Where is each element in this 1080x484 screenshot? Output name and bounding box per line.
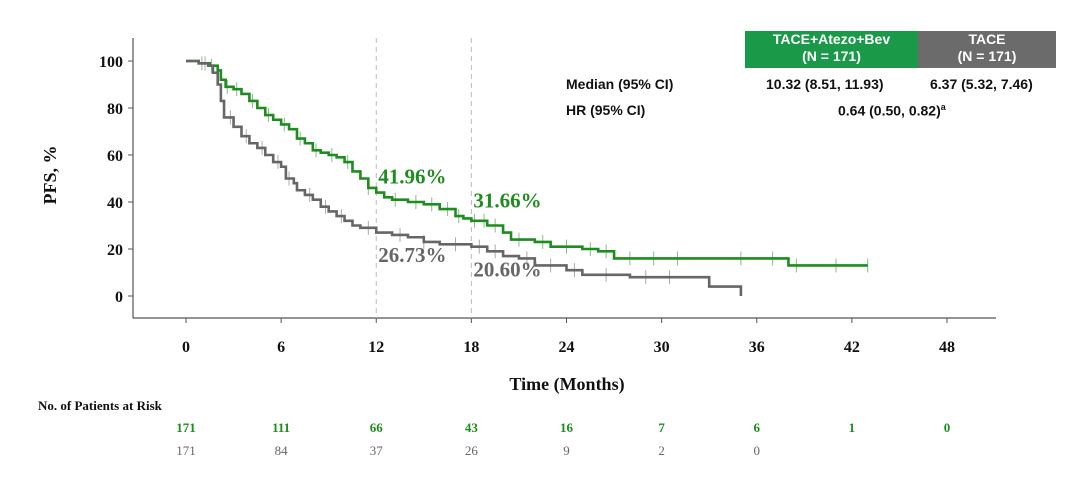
x-tick-label: 42 [844,339,860,356]
risk-treatment-cell: 0 [944,420,951,435]
legend-control-n: (N = 171) [957,48,1017,64]
x-tick-label: 36 [749,339,765,356]
risk-treatment-cell: 6 [754,420,761,435]
risk-control-cell: 171 [176,443,196,458]
annotation-control: 26.73% [378,243,446,267]
percent-annotations: 41.96% 31.66% 26.73% 20.60% [378,164,541,281]
reference-lines [375,38,472,318]
y-tick-label: 20 [107,242,123,259]
legend-control-name: TACE [968,31,1006,47]
x-tick-label: 30 [654,339,670,356]
median-label: Median (95% CI) [566,76,674,92]
annotation-treatment: 41.96% [378,164,446,188]
risk-table-title: No. of Patients at Risk [38,398,163,413]
x-tick-label: 0 [182,339,190,356]
x-axis-title: Time (Months) [509,374,624,395]
treatment-curve [186,59,868,267]
risk-treatment-cell: 111 [272,420,290,435]
legend-treatment-n: (N = 171) [802,48,861,64]
risk-treatment-cell: 66 [370,420,384,435]
y-tick-label: 60 [107,148,123,165]
annotation-treatment: 31.66% [473,189,541,213]
risk-treatment-cell: 43 [465,420,479,435]
legend-treatment-name: TACE+Atezo+Bev [772,31,891,47]
median-treatment: 10.32 (8.51, 11.93) [766,76,884,92]
risk-table: 171 111 66 43 16 7 6 1 0 171 84 37 26 9 2 0 [176,420,950,458]
x-tick-label: 6 [277,339,285,356]
hr-value: 0.64 (0.50, 0.82)a [838,102,946,119]
risk-control-cell: 37 [370,443,384,458]
risk-control-cell: 0 [754,443,761,458]
x-tick-label: 24 [559,339,575,356]
y-axis-title: PFS, % [40,145,60,204]
risk-control-cell: 9 [563,443,570,458]
risk-treatment-cell: 1 [849,420,856,435]
risk-treatment-cell: 7 [658,420,665,435]
y-tick-label: 0 [115,289,123,306]
hr-label: HR (95% CI) [566,102,646,118]
x-tick-label: 18 [463,339,479,356]
legend-header-control: TACE (N = 171) [918,31,1056,68]
y-tick-label: 100 [99,54,123,71]
x-tick-label: 12 [368,339,384,356]
tick-labels: 0 20 40 60 80 100 0 6 12 18 24 30 36 42 48 [99,54,955,356]
hr-value-text: 0.64 (0.50, 0.82) [838,102,941,119]
annotation-control: 20.60% [473,258,541,282]
control-curve [186,59,743,296]
median-control: 6.37 (5.32, 7.46) [930,76,1033,92]
risk-control-cell: 2 [658,443,665,458]
y-tick-label: 40 [107,195,123,212]
x-tick-label: 48 [939,339,955,356]
chart-axes [128,38,996,323]
risk-control-cell: 84 [275,443,289,458]
hr-footnote: a [940,102,946,112]
risk-treatment-cell: 171 [176,420,196,435]
risk-control-cell: 26 [465,443,479,458]
y-tick-label: 80 [107,101,123,118]
survival-curves [186,56,869,296]
legend-header-treatment: TACE+Atezo+Bev (N = 171) [745,31,918,68]
risk-treatment-cell: 16 [560,420,574,435]
